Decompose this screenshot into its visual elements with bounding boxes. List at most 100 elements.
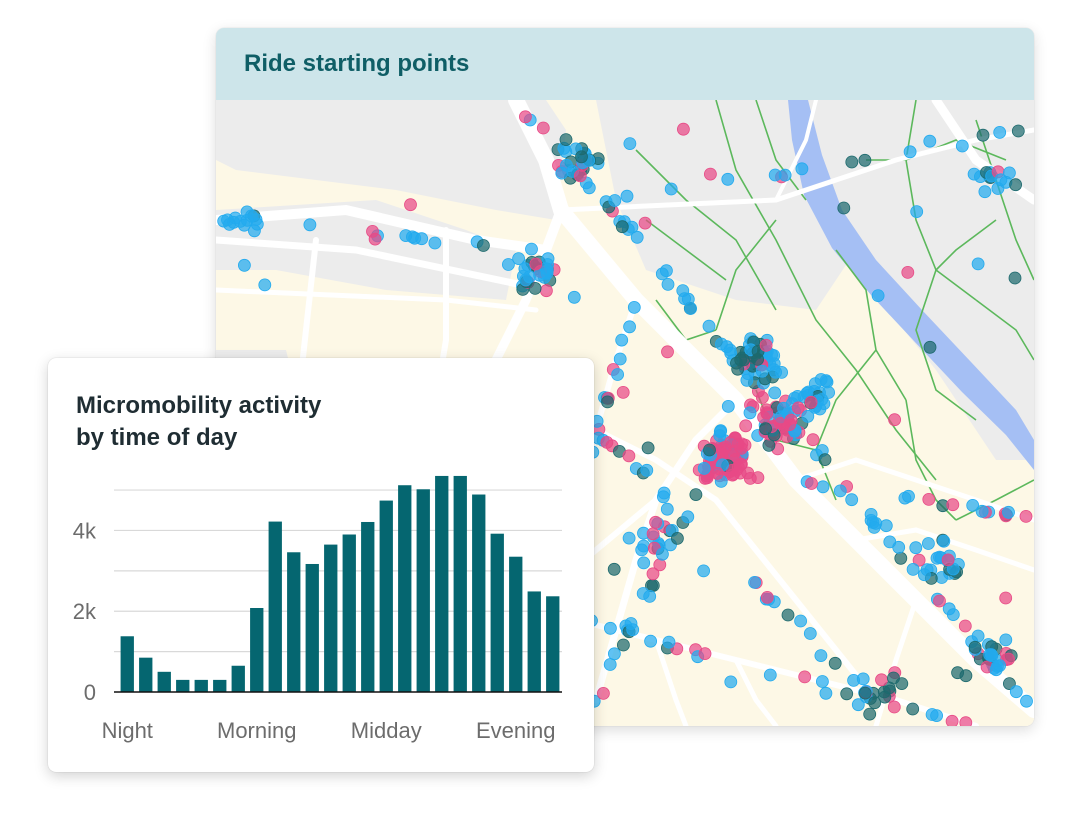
- ride-point: [951, 666, 964, 680]
- ride-point: [743, 406, 757, 420]
- ride-point: [805, 477, 818, 490]
- ride-point: [620, 189, 634, 203]
- ride-point: [670, 531, 684, 545]
- ride-point: [643, 589, 657, 603]
- ride-point: [703, 167, 717, 181]
- ride-point: [428, 236, 442, 250]
- ride-point: [626, 623, 640, 637]
- ride-point: [887, 700, 901, 714]
- ride-point: [795, 162, 809, 176]
- ride-point: [804, 395, 818, 409]
- ride-point: [837, 201, 851, 215]
- ride-point: [697, 461, 711, 475]
- ride-point: [783, 418, 796, 432]
- chart-title-line-1: Micromobility activity: [76, 392, 322, 419]
- ride-point: [664, 182, 678, 196]
- ride-point: [657, 486, 671, 500]
- ride-point: [851, 698, 865, 712]
- ride-point: [723, 343, 737, 357]
- y-tick-label: 4k: [73, 518, 97, 543]
- ride-point: [999, 591, 1013, 605]
- x-tick-label: Night: [102, 718, 153, 743]
- ride-point: [918, 568, 931, 582]
- ride-point: [616, 385, 630, 399]
- ride-point: [814, 649, 828, 662]
- ride-point: [968, 640, 982, 654]
- ride-point: [1002, 505, 1015, 519]
- ride-point: [999, 633, 1013, 647]
- ride-point: [237, 258, 251, 272]
- ride-point: [816, 480, 830, 494]
- ride-point: [815, 393, 829, 406]
- ride-point: [739, 419, 753, 433]
- ride-point: [734, 441, 748, 455]
- ride-point: [616, 638, 630, 652]
- ride-point: [1009, 178, 1022, 192]
- ride-point: [655, 267, 669, 281]
- ride-point: [661, 345, 674, 359]
- ride-point: [303, 218, 317, 232]
- ride-point: [601, 395, 614, 409]
- ride-point: [567, 290, 581, 304]
- ride-point: [856, 672, 870, 686]
- ride-point: [676, 122, 690, 136]
- ride-point: [910, 205, 924, 218]
- ride-point: [698, 647, 712, 660]
- ride-point: [902, 489, 915, 503]
- ride-point: [945, 714, 959, 726]
- ride-point: [806, 433, 820, 447]
- ride-point: [573, 169, 587, 183]
- chart-card: 0 2k 4k Night Morning Midday Evening Micromobi…: [48, 358, 594, 772]
- ride-point: [559, 133, 573, 146]
- bar-hour-10: [305, 563, 319, 692]
- ride-point: [366, 224, 379, 238]
- ride-point: [803, 627, 817, 640]
- ride-point: [223, 218, 236, 231]
- x-tick-label: Evening: [476, 718, 556, 743]
- bar-hour-15: [398, 485, 412, 692]
- ride-point: [791, 401, 805, 415]
- ride-point: [818, 453, 832, 467]
- ride-point: [959, 716, 973, 726]
- ride-point: [751, 352, 764, 366]
- ride-point: [655, 547, 669, 561]
- ride-point: [641, 441, 655, 455]
- x-tick-label: Morning: [217, 718, 296, 743]
- ride-point: [906, 562, 920, 576]
- ride-point: [845, 493, 859, 507]
- ride-point: [978, 185, 992, 199]
- ride-point: [762, 438, 776, 452]
- ride-point: [607, 647, 621, 661]
- ride-point: [923, 340, 937, 354]
- ride-start-points: [217, 110, 1033, 726]
- ride-point: [717, 442, 731, 456]
- bar-hour-21: [509, 556, 523, 692]
- chart-title-line-2: by time of day: [76, 424, 238, 451]
- ride-point: [646, 567, 660, 581]
- ride-point: [923, 134, 937, 148]
- ride-point: [600, 435, 614, 449]
- ride-point: [615, 220, 629, 234]
- ride-point: [975, 504, 989, 518]
- ride-point: [828, 656, 842, 670]
- ride-point: [415, 232, 429, 246]
- ride-point: [946, 498, 960, 512]
- ride-point: [765, 348, 778, 362]
- ride-point: [748, 575, 761, 589]
- ride-point: [871, 289, 885, 303]
- ride-point: [681, 510, 695, 524]
- ride-point: [622, 531, 636, 545]
- ride-point: [248, 224, 261, 238]
- ride-point: [801, 409, 815, 423]
- ride-point: [476, 239, 490, 252]
- bar-hour-8: [268, 521, 282, 692]
- bar-hour-7: [250, 608, 264, 692]
- bar-hour-22: [527, 591, 541, 692]
- ride-point: [1009, 685, 1023, 699]
- ride-point: [603, 658, 617, 671]
- ride-point: [971, 257, 985, 271]
- ride-point: [971, 629, 985, 643]
- ride-point: [603, 621, 617, 635]
- bar-hour-9: [287, 552, 301, 692]
- ride-point: [819, 686, 833, 700]
